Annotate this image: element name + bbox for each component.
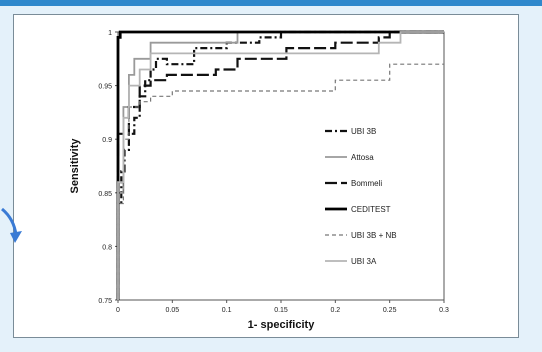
arrow-icon [1, 207, 22, 243]
legend: UBI 3B Attosa Bommeli CEDITEST UBI 3B + NB UB… [325, 127, 397, 266]
plot-area [117, 31, 445, 301]
legend-label-attosa: Attosa [351, 153, 374, 162]
y-axis-ticks: 0.75 0.8 0.85 0.9 0.95 1 [98, 30, 118, 305]
y-tick-label: 0.95 [98, 84, 112, 91]
x-tick-label: 0.1 [222, 307, 232, 314]
y-tick-label: 1 [108, 30, 112, 37]
roc-chart: 0 0.05 0.1 0.15 0.2 0.25 0.3 0.75 0.8 0.85 0.9 0.9… [69, 30, 449, 331]
legend-label-ubi-3b-nb: UBI 3B + NB [351, 231, 397, 240]
x-tick-label: 0 [116, 307, 120, 314]
series-line-ubi-3b-nb [117, 63, 444, 300]
x-tick-label: 0.3 [439, 307, 449, 314]
y-axis-title: Sensitivity [69, 138, 81, 194]
x-tick-label: 0.05 [166, 307, 180, 314]
plot-box [117, 31, 445, 301]
series-line-ubi-3a [117, 31, 444, 300]
x-tick-label: 0.15 [274, 307, 288, 314]
y-tick-label: 0.85 [98, 191, 112, 198]
y-tick-label: 0.75 [98, 298, 112, 305]
top-accent-bar [0, 0, 542, 6]
y-tick-label: 0.8 [102, 244, 112, 251]
y-tick-label: 0.9 [102, 137, 112, 144]
x-tick-label: 0.2 [330, 307, 340, 314]
legend-label-ubi-3a: UBI 3A [351, 257, 377, 266]
legend-label-bommeli: Bommeli [351, 179, 382, 188]
series-line-ceditest [116, 30, 444, 300]
x-axis-title: 1- specificity [248, 319, 316, 331]
series-layer [116, 30, 444, 300]
legend-label-ubi-3b: UBI 3B [351, 127, 376, 136]
legend-label-ceditest: CEDITEST [351, 205, 391, 214]
x-tick-label: 0.25 [383, 307, 397, 314]
x-axis-ticks: 0 0.05 0.1 0.15 0.2 0.25 0.3 [116, 300, 449, 314]
